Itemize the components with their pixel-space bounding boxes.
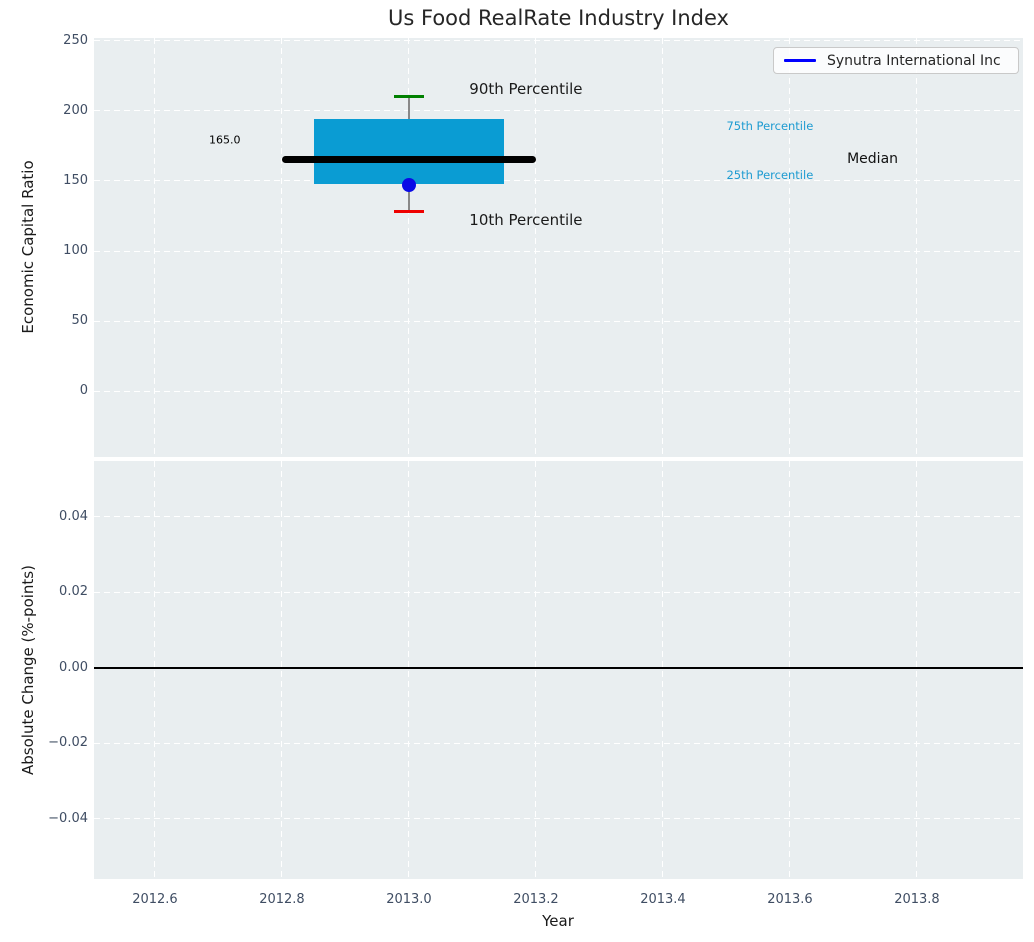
gridline-vertical [789,461,791,879]
bottom-plot-area [94,461,1023,879]
gridline-horizontal [94,250,1023,252]
annotation-25th-percentile: 25th Percentile [726,168,814,183]
gridline-vertical [916,461,918,879]
x-tick-label: 2013.4 [640,892,686,907]
y-tick-label: 0.02 [59,584,88,600]
gridline-horizontal [94,591,1023,593]
gridline-vertical [281,461,283,879]
gridline-vertical [154,461,156,879]
gridline-vertical [535,38,537,457]
y-tick-label: 100 [63,243,88,258]
gridline-horizontal [94,516,1023,518]
x-tick-label: 2013.8 [894,892,940,907]
gridline-vertical [789,38,791,457]
x-tick-label: 2013.2 [513,892,559,907]
chart-title: Us Food RealRate Industry Index [388,6,729,30]
y-tick-label: 150 [63,172,88,188]
gridline-horizontal [94,320,1023,322]
y-tick-label: 200 [63,102,88,118]
gridline-vertical [662,38,664,457]
x-tick-label: 2013.6 [767,892,813,907]
gridline-vertical [408,38,410,457]
whisker-cap-90th [393,95,424,99]
whisker-cap-10th [393,210,424,214]
annotation-median-value: 165.0 [209,133,241,147]
zero-line [94,666,1023,669]
gridline-horizontal [94,390,1023,392]
gridline-horizontal [94,742,1023,744]
y-tick-label: 50 [71,313,88,329]
gridline-horizontal [94,818,1023,820]
legend: Synutra International Inc [773,47,1019,74]
gridline-vertical [535,461,537,879]
x-tick-label: 2012.6 [132,892,178,907]
gridline-horizontal [94,110,1023,112]
x-tick-label: 2013.0 [386,892,432,907]
y-tick-label: 0.04 [59,508,88,524]
annotation-75th-percentile: 75th Percentile [726,119,814,134]
gridline-vertical [916,38,918,457]
y-tick-label: 250 [63,32,88,48]
annotation-median: Median [847,150,899,167]
gridline-vertical [662,461,664,879]
gridline-horizontal [94,40,1023,42]
y-tick-label: 0.00 [59,659,88,675]
gridline-vertical [408,461,410,879]
annotation-10th-percentile: 10th Percentile [469,211,583,230]
gridline-vertical [154,38,156,457]
company-marker [401,178,416,193]
y-tick-label: 0 [79,383,88,399]
legend-line-sample [784,59,816,62]
gridline-vertical [281,38,283,457]
median-line [281,156,536,164]
top-plot-area [94,38,1023,457]
gridline-horizontal [94,180,1023,182]
x-tick-label: 2012.8 [259,892,305,907]
y-tick-label: −0.04 [48,810,88,826]
y-tick-label: −0.02 [48,735,88,751]
x-axis-label: Year [542,912,574,930]
annotation-90th-percentile: 90th Percentile [469,79,583,98]
box-iqr [313,119,505,184]
legend-label: Synutra International Inc [827,52,1001,69]
